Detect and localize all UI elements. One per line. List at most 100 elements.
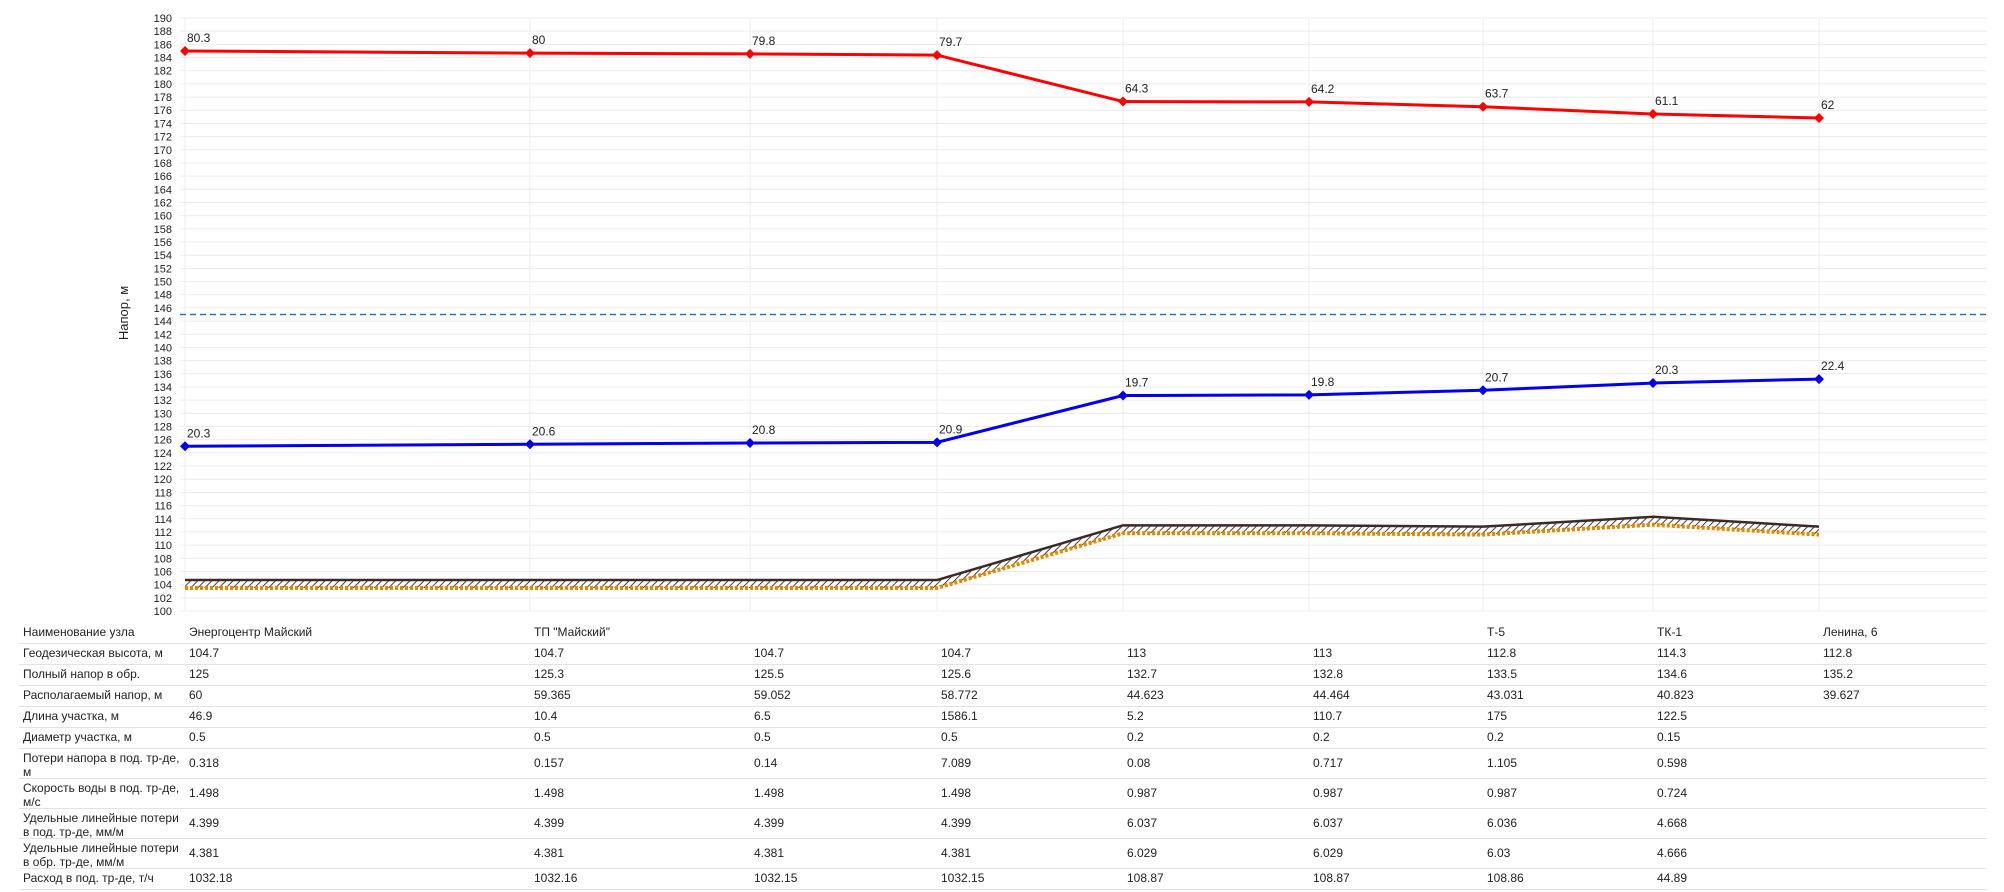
point-label: 22.4: [1821, 359, 1845, 373]
y-tick-label: 112: [154, 527, 172, 539]
y-tick-label: 152: [154, 263, 172, 275]
table-cell: 0.987: [1127, 786, 1158, 800]
table-cell: [1123, 622, 1309, 643]
table-cell: 40.823: [1657, 688, 1694, 702]
table-cell: 104.7: [534, 646, 565, 660]
table-cell: 0.157: [534, 756, 565, 770]
table-cell: 114.3: [1657, 646, 1687, 660]
table-cell: 6.029: [1313, 846, 1344, 860]
table-cell: 4.399: [754, 816, 785, 830]
series-line: [185, 515, 1820, 582]
point-label: 20.9: [939, 422, 963, 436]
point-marker: [1478, 101, 1488, 112]
table-cell: [1819, 706, 1987, 727]
table-cell: [937, 622, 1123, 643]
y-tick-label: 182: [154, 66, 172, 78]
point-label: 19.8: [1311, 375, 1335, 389]
table-cell: 125.5: [754, 667, 785, 681]
table-cell: 58.772: [941, 688, 978, 702]
table-cell: 1.105: [1487, 756, 1518, 770]
point-label: 20.8: [752, 423, 776, 437]
table-cell: 0.5: [754, 730, 771, 744]
table-cell: 104.7: [941, 646, 972, 660]
y-tick-label: 134: [154, 382, 172, 394]
table-cell: 4.381: [189, 846, 220, 860]
table-cell: 1032.18: [189, 871, 233, 885]
y-tick-label: 108: [154, 553, 172, 565]
point-label: 62: [1821, 98, 1835, 112]
table-cell: 43.031: [1487, 688, 1524, 702]
table-cell: 44.89: [1657, 871, 1688, 885]
table-cell: 132.8: [1313, 667, 1344, 681]
table-cell: 108.87: [1127, 871, 1164, 885]
y-tick-label: 156: [154, 237, 172, 249]
table-cell: 59.365: [534, 688, 571, 702]
table-cell: 6.029: [1127, 846, 1158, 860]
table-cell: 132.7: [1127, 667, 1158, 681]
point-marker: [932, 437, 942, 448]
point-label: 64.3: [1125, 82, 1149, 96]
table-cell: 10.4: [534, 709, 558, 723]
table-cell: 108.87: [1313, 871, 1350, 885]
table-cell: 0.987: [1313, 786, 1344, 800]
table-row: Располагаемый напор, м 60 59.365 59.052 58.7…: [19, 685, 1987, 707]
point-label: 63.7: [1485, 87, 1509, 101]
table-cell: 1.498: [754, 786, 785, 800]
point-label: 64.2: [1311, 82, 1335, 96]
y-tick-label: 122: [154, 461, 172, 473]
y-tick-label: 140: [154, 342, 172, 354]
row-label: Удельные линейные потери в под. тр-де, м…: [23, 811, 179, 838]
table-cell: [750, 622, 937, 643]
point-label: 80.3: [187, 31, 211, 45]
table-cell: 0.14: [754, 756, 778, 770]
row-label: Потери напора в под. тр-де, м: [23, 751, 180, 778]
table-cell: 4.381: [941, 846, 972, 860]
table-cell: 6.037: [1313, 816, 1344, 830]
table-cell: 6.03: [1487, 846, 1511, 860]
table-cell: 125: [189, 667, 210, 681]
table-cell: Энергоцентр Майский: [189, 625, 313, 639]
table-cell: 104.7: [189, 646, 220, 660]
table-cell: 0.598: [1657, 756, 1688, 770]
y-tick-label: 190: [154, 13, 172, 25]
y-tick-label: 176: [154, 105, 172, 117]
y-tick-label: 114: [154, 514, 172, 526]
y-tick-label: 178: [154, 92, 172, 104]
y-tick-label: 102: [154, 593, 172, 605]
y-tick-label: 158: [154, 224, 172, 236]
table-cell: 0.5: [189, 730, 206, 744]
series-line: [184, 377, 1820, 448]
table-row: Удельные линейные потери в обр. тр-де, м…: [19, 838, 1987, 869]
table-cell: 1.498: [534, 786, 565, 800]
point-label: 20.7: [1485, 370, 1509, 384]
y-tick-label: 172: [154, 132, 172, 144]
table-cell: 0.2: [1313, 730, 1330, 744]
table-cell: 0.5: [941, 730, 958, 744]
table-cell: 110.7: [1313, 709, 1343, 723]
table-row: Длина участка, м 46.9 10.4 6.5 1586.1 5.2 110.…: [19, 706, 1987, 728]
row-label: Скорость воды в под. тр-де, м/с: [23, 781, 180, 808]
y-tick-label: 128: [154, 422, 172, 434]
row-label: Геодезическая высота, м: [23, 646, 163, 660]
row-label: Наименование узла: [23, 625, 135, 639]
y-tick-label: 104: [154, 580, 172, 592]
point-label: 80: [532, 33, 546, 47]
table-cell: 1032.15: [754, 871, 798, 885]
y-tick-label: 146: [154, 303, 172, 315]
table-cell: 4.399: [534, 816, 565, 830]
point-label: 20.3: [187, 426, 211, 440]
y-tick-label: 170: [154, 145, 172, 157]
table-cell: 133.5: [1487, 667, 1518, 681]
table-cell: 4.399: [941, 816, 972, 830]
y-tick-label: 120: [154, 474, 172, 486]
table-cell: 1032.15: [941, 871, 985, 885]
table-cell: 112.8: [1487, 646, 1517, 660]
table-cell: 134.6: [1657, 667, 1688, 681]
table-cell: 0.318: [189, 756, 220, 770]
y-tick-label: 100: [154, 606, 172, 618]
row-label: Расход в под. тр-де, т/ч: [23, 871, 154, 885]
point-marker: [1648, 109, 1658, 120]
point-marker: [180, 441, 190, 452]
table-row: Скорость воды в под. тр-де, м/с 1.498 1.49…: [19, 778, 1987, 809]
